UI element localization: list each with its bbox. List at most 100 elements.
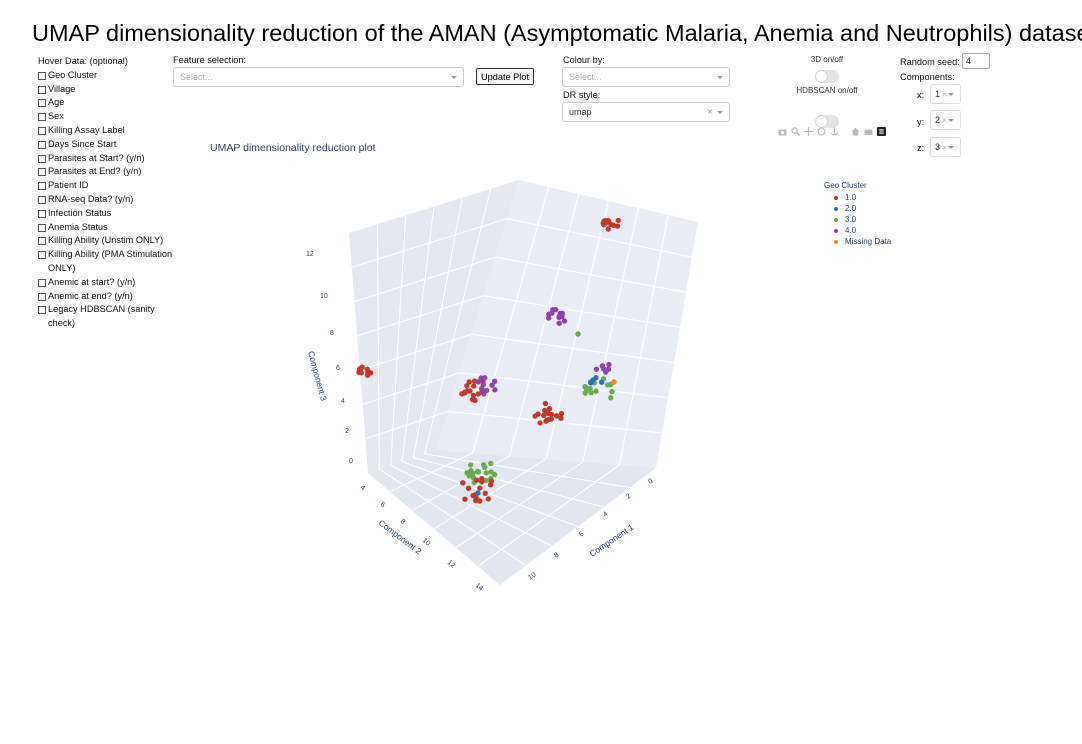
data-point[interactable] — [548, 411, 555, 418]
data-point[interactable] — [491, 471, 498, 478]
turntable-icon[interactable] — [830, 127, 839, 136]
hover-option[interactable]: Days Since Start — [38, 138, 173, 152]
checkbox[interactable] — [38, 195, 46, 204]
data-point[interactable] — [609, 389, 615, 395]
data-point[interactable] — [604, 382, 611, 388]
data-point[interactable] — [541, 412, 547, 418]
hover-option[interactable]: Sex — [38, 110, 173, 124]
clear-icon[interactable]: × — [707, 106, 713, 118]
data-point[interactable] — [470, 471, 476, 477]
hover-option[interactable]: Parasites at Start? (y/n) — [38, 152, 173, 166]
data-point[interactable] — [469, 396, 476, 403]
data-point[interactable] — [615, 217, 621, 224]
hover-option[interactable]: Geo Cluster — [38, 69, 173, 83]
data-point[interactable] — [465, 485, 472, 491]
component-y-dropdown[interactable]: 2 × — [930, 110, 961, 130]
data-point[interactable] — [464, 470, 470, 476]
checkbox[interactable] — [38, 292, 46, 301]
hover-option[interactable]: Killing Assay Label — [38, 124, 173, 138]
data-point[interactable] — [561, 318, 568, 324]
data-point[interactable] — [588, 390, 594, 396]
scatter-3d-plot[interactable]: 0 2 4 6 8 10 12 4 6 8 10 12 14 0 2 4 6 8 10 Component 3 Co… — [290, 170, 730, 600]
toggle-hdbscan-switch[interactable] — [815, 115, 839, 128]
hover-option[interactable]: Age — [38, 96, 173, 110]
data-point[interactable] — [605, 217, 611, 224]
data-point[interactable] — [480, 381, 486, 388]
data-point[interactable] — [542, 407, 548, 414]
data-point[interactable] — [558, 415, 564, 421]
camera-icon[interactable] — [778, 127, 787, 136]
data-point[interactable] — [482, 490, 488, 496]
hover-option[interactable]: Village — [38, 83, 173, 97]
reset-camera-icon[interactable] — [864, 127, 873, 136]
data-point[interactable] — [492, 378, 498, 384]
data-point[interactable] — [474, 468, 481, 475]
data-point[interactable] — [468, 462, 474, 468]
data-point[interactable] — [608, 395, 614, 401]
update-plot-button[interactable]: Update Plot — [476, 68, 534, 85]
data-point[interactable] — [593, 375, 599, 381]
data-point[interactable] — [532, 413, 538, 419]
data-point[interactable] — [488, 460, 494, 467]
orbit-icon[interactable] — [817, 127, 826, 136]
data-point[interactable] — [601, 218, 607, 224]
data-point[interactable] — [611, 379, 617, 385]
data-point[interactable] — [546, 311, 552, 317]
data-point[interactable] — [550, 307, 556, 313]
data-point[interactable] — [481, 391, 487, 397]
checkbox[interactable] — [38, 168, 46, 177]
colour-by-dropdown[interactable]: Select... — [562, 67, 730, 87]
checkbox[interactable] — [38, 113, 46, 122]
data-point[interactable] — [475, 490, 481, 496]
data-point[interactable] — [479, 387, 485, 393]
data-point[interactable] — [473, 497, 479, 504]
toggle-3d-switch[interactable] — [815, 70, 839, 83]
legend-item[interactable]: 4.0 — [824, 225, 891, 236]
data-point[interactable] — [556, 320, 562, 326]
data-point[interactable] — [483, 477, 489, 484]
dr-style-dropdown[interactable]: umap × — [562, 102, 730, 122]
checkbox[interactable] — [38, 209, 46, 218]
zoom-icon[interactable] — [791, 127, 800, 136]
hover-option[interactable]: RNA-seq Data? (y/n) — [38, 193, 173, 207]
data-point[interactable] — [614, 223, 621, 229]
data-point[interactable] — [605, 226, 611, 232]
pan-icon[interactable] — [804, 127, 813, 136]
data-point[interactable] — [593, 366, 600, 372]
data-point[interactable] — [606, 361, 612, 368]
data-point[interactable] — [367, 370, 374, 376]
data-point[interactable] — [460, 480, 466, 486]
hover-option[interactable]: Killing Ability (PMA Stimulation ONLY) — [38, 248, 173, 276]
hover-option[interactable]: Anemic at end? (y/n) — [38, 290, 173, 304]
feature-selection-dropdown[interactable]: Select... — [173, 67, 464, 87]
checkbox[interactable] — [38, 182, 46, 191]
data-point[interactable] — [548, 416, 554, 422]
hover-option[interactable]: Anemia Status — [38, 221, 173, 235]
data-point[interactable] — [553, 413, 560, 419]
data-point[interactable] — [364, 366, 370, 372]
data-point[interactable] — [575, 331, 581, 337]
data-point[interactable] — [479, 475, 485, 482]
data-point[interactable] — [467, 388, 473, 394]
data-point[interactable] — [582, 384, 588, 390]
data-point[interactable] — [600, 366, 607, 372]
checkbox[interactable] — [38, 126, 46, 135]
checkbox[interactable] — [38, 278, 46, 287]
data-point[interactable] — [483, 470, 489, 476]
data-point[interactable] — [462, 389, 468, 395]
data-point[interactable] — [492, 387, 498, 393]
data-point[interactable] — [466, 379, 472, 385]
data-point[interactable] — [542, 400, 549, 407]
data-point[interactable] — [588, 380, 594, 386]
data-point[interactable] — [593, 388, 599, 394]
data-point[interactable] — [557, 310, 563, 317]
component-x-dropdown[interactable]: 1 × — [930, 84, 961, 104]
checkbox[interactable] — [38, 85, 46, 94]
checkbox[interactable] — [38, 251, 46, 260]
home-icon[interactable] — [851, 127, 860, 136]
checkbox[interactable] — [38, 306, 46, 315]
checkbox[interactable] — [38, 154, 46, 163]
hover-option[interactable]: Legacy HDBSCAN (sanity check) — [38, 303, 173, 331]
data-point[interactable] — [489, 382, 495, 388]
data-point[interactable] — [358, 370, 364, 376]
